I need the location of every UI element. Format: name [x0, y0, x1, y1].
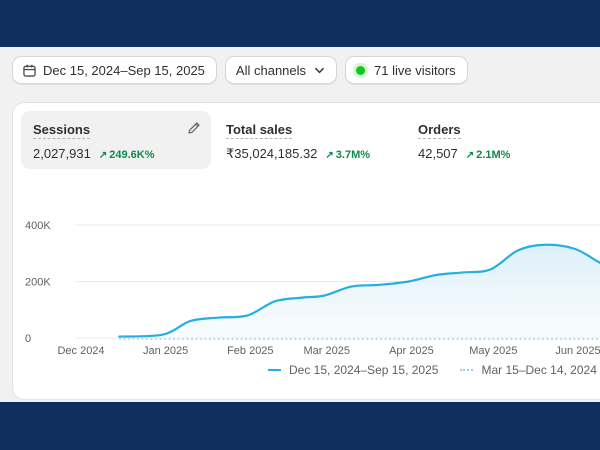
pencil-icon[interactable] [187, 121, 201, 135]
arrow-up-right-icon: ↗ [325, 150, 334, 161]
channel-select[interactable]: All channels [224, 56, 338, 84]
analytics-panel: Dec 15, 2024–Sep 15, 2025 All channels 7… [0, 47, 600, 402]
series-line-current [118, 243, 600, 338]
metric-change-value: 249.6K% [109, 149, 155, 161]
x-axis-tick-label: Mar 2025 [304, 345, 350, 357]
x-axis-tick-label: May 2025 [469, 345, 517, 357]
date-range-label: Dec 15, 2024–Sep 15, 2025 [43, 62, 205, 78]
calendar-icon [23, 64, 36, 77]
metric-tab-sessions[interactable]: Sessions 2,027,931 ↗ 249.6K% [21, 111, 211, 169]
legend-item-current[interactable]: Dec 15, 2024–Sep 15, 2025 [268, 363, 438, 377]
x-axis-tick-label: Apr 2025 [389, 345, 434, 357]
chart-legend: Dec 15, 2024–Sep 15, 2025 Mar 15–Dec 14,… [268, 363, 597, 377]
metric-value: ₹35,024,185.32 [226, 146, 318, 161]
live-visitors-label: 71 live visitors [374, 62, 456, 78]
metric-change-value: 2.1M% [476, 149, 511, 161]
metric-change: ↗ 2.1M% [466, 149, 511, 161]
metrics-card: Sessions 2,027,931 ↗ 249.6K% Total sales … [12, 102, 600, 400]
arrow-up-right-icon: ↗ [465, 150, 475, 161]
metric-value: 42,507 [418, 146, 458, 161]
metric-label: Sessions [33, 122, 91, 139]
legend-label: Dec 15, 2024–Sep 15, 2025 [289, 363, 439, 377]
live-indicator-icon [356, 65, 366, 75]
metric-change-value: 3.7M% [335, 149, 371, 161]
metric-change: ↗ 249.6K% [99, 149, 155, 161]
x-axis-tick-label: Dec 2024 [57, 345, 104, 357]
x-axis-tick-label: Feb 2025 [227, 345, 273, 357]
legend-item-previous[interactable]: Mar 15–Dec 14, 2024 [460, 363, 597, 377]
y-axis-tick-label: 0 [25, 333, 31, 345]
arrow-up-right-icon: ↗ [98, 150, 108, 161]
metric-label: Orders [418, 122, 461, 139]
series-area-current [119, 244, 600, 338]
x-axis-tick-label: Jun 2025 [555, 345, 600, 357]
sessions-chart: 400K 200K 0 Dec 2024 Jan 2025 Feb 2025 Mar 202… [25, 220, 600, 357]
metric-change: ↗ 3.7M% [325, 149, 370, 161]
y-axis-tick-label: 400K [25, 220, 51, 232]
legend-solid-line-icon [268, 369, 281, 371]
chevron-down-icon [315, 67, 324, 73]
toolbar: Dec 15, 2024–Sep 15, 2025 All channels 7… [12, 56, 468, 84]
legend-dotted-line-icon [460, 369, 474, 371]
channel-label: All channels [235, 62, 307, 78]
metric-tab-orders[interactable]: Orders 42,507 ↗ 2.1M% [406, 111, 566, 169]
live-visitors-button[interactable]: 71 live visitors [345, 56, 468, 84]
legend-label: Mar 15–Dec 14, 2024 [481, 363, 597, 377]
metric-label: Total sales [226, 122, 293, 139]
x-axis-tick-label: Jan 2025 [143, 345, 188, 357]
metric-value: 2,027,931 [33, 146, 91, 161]
y-axis-tick-label: 200K [25, 277, 51, 289]
date-range-button[interactable]: Dec 15, 2024–Sep 15, 2025 [12, 56, 217, 84]
metric-tab-total-sales[interactable]: Total sales ₹35,024,185.32 ↗ 3.7M% [214, 111, 404, 169]
